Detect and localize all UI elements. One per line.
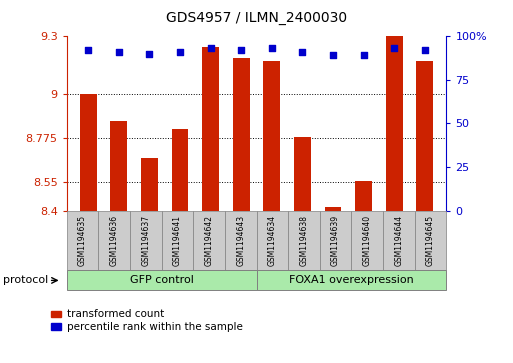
Text: GSM1194644: GSM1194644 <box>394 215 403 266</box>
Text: percentile rank within the sample: percentile rank within the sample <box>67 322 243 332</box>
Text: GSM1194640: GSM1194640 <box>363 215 372 266</box>
Text: FOXA1 overexpression: FOXA1 overexpression <box>289 276 414 285</box>
Bar <box>417 61 433 211</box>
Point <box>84 47 92 53</box>
Text: GSM1194635: GSM1194635 <box>78 215 87 266</box>
Point <box>206 46 214 52</box>
Bar <box>325 207 342 211</box>
Point <box>176 49 184 55</box>
Bar <box>233 58 250 211</box>
Point <box>237 47 245 53</box>
Text: GSM1194637: GSM1194637 <box>141 215 150 266</box>
Text: GFP control: GFP control <box>130 276 193 285</box>
Bar <box>294 137 311 211</box>
Point <box>390 46 399 52</box>
Text: protocol: protocol <box>3 276 48 285</box>
Text: GSM1194636: GSM1194636 <box>110 215 119 266</box>
Text: GSM1194643: GSM1194643 <box>236 215 245 266</box>
Bar <box>386 36 403 211</box>
Point <box>329 53 337 58</box>
Text: GSM1194634: GSM1194634 <box>268 215 277 266</box>
Text: GSM1194641: GSM1194641 <box>173 215 182 266</box>
Text: transformed count: transformed count <box>67 309 164 319</box>
Bar <box>110 122 127 211</box>
Point <box>268 46 276 52</box>
Text: GSM1194639: GSM1194639 <box>331 215 340 266</box>
Point <box>114 49 123 55</box>
Bar <box>202 47 219 211</box>
Text: GSM1194638: GSM1194638 <box>300 215 308 266</box>
Point <box>360 53 368 58</box>
Bar <box>141 158 158 211</box>
Text: GSM1194645: GSM1194645 <box>426 215 435 266</box>
Bar <box>171 129 188 211</box>
Bar <box>80 94 96 211</box>
Point <box>299 49 307 55</box>
Bar <box>263 61 280 211</box>
Text: GSM1194642: GSM1194642 <box>205 215 213 266</box>
Text: GDS4957 / ILMN_2400030: GDS4957 / ILMN_2400030 <box>166 11 347 25</box>
Point <box>145 51 153 57</box>
Point <box>421 47 429 53</box>
Bar <box>355 182 372 211</box>
